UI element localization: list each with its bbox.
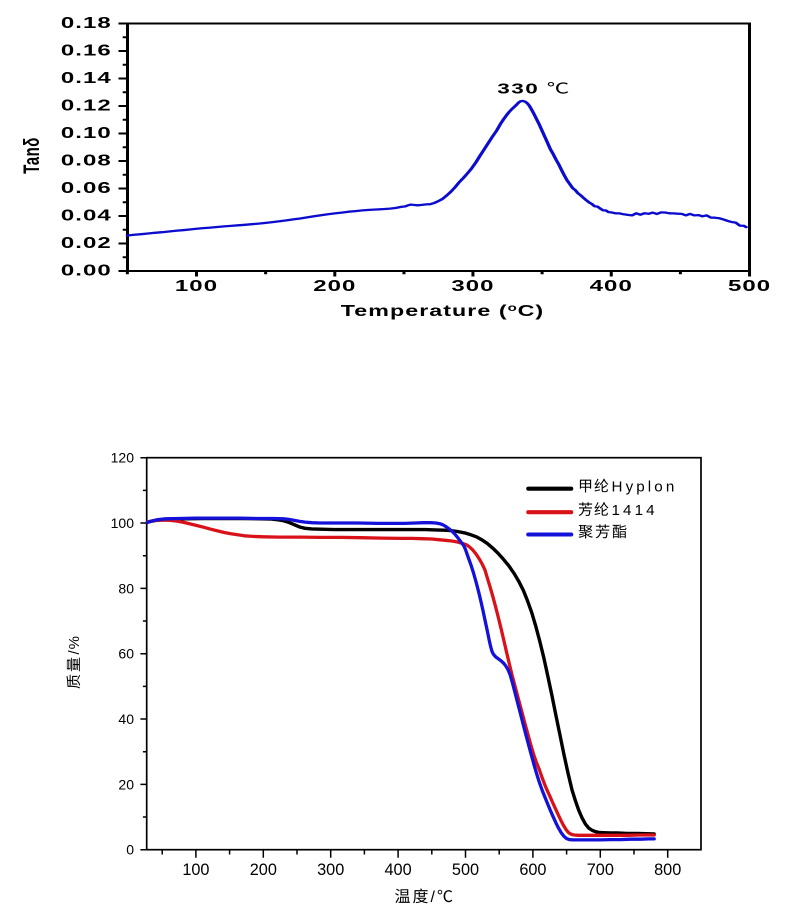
svg-text:200: 200 <box>313 278 356 295</box>
svg-text:20: 20 <box>118 776 134 792</box>
svg-text:700: 700 <box>587 861 614 879</box>
svg-text:400: 400 <box>385 861 412 879</box>
svg-text:300: 300 <box>317 861 344 879</box>
svg-text:40: 40 <box>118 711 134 727</box>
svg-text:400: 400 <box>590 278 633 295</box>
svg-text:0.14: 0.14 <box>61 69 112 86</box>
svg-text:120: 120 <box>111 450 135 466</box>
svg-text:600: 600 <box>519 861 546 879</box>
svg-text:Tanδ: Tanδ <box>20 137 45 174</box>
svg-text:800: 800 <box>654 861 681 879</box>
svg-text:100: 100 <box>175 278 218 295</box>
svg-text:/: / <box>431 889 436 906</box>
svg-text:Temperature (oC): Temperature (oC) <box>341 302 544 320</box>
svg-text:500: 500 <box>452 861 479 879</box>
svg-text:500: 500 <box>728 278 771 295</box>
svg-text:0.08: 0.08 <box>61 152 112 169</box>
svg-text:0.18: 0.18 <box>61 14 112 31</box>
svg-text:100: 100 <box>111 515 135 531</box>
svg-text:0.16: 0.16 <box>61 42 112 59</box>
svg-text:Hyplon: Hyplon <box>612 478 678 495</box>
svg-text:/%: /% <box>66 635 83 655</box>
svg-text:0.06: 0.06 <box>61 179 112 196</box>
svg-text:60: 60 <box>118 646 134 662</box>
svg-text:300: 300 <box>451 278 494 295</box>
svg-text:100: 100 <box>182 861 209 879</box>
svg-text:1414: 1414 <box>612 502 658 519</box>
svg-text:0.12: 0.12 <box>61 97 112 114</box>
svg-text:0.00: 0.00 <box>61 262 112 279</box>
svg-text:0.04: 0.04 <box>61 207 112 224</box>
svg-text:0.02: 0.02 <box>61 234 112 251</box>
svg-text:80: 80 <box>118 580 134 596</box>
svg-text:200: 200 <box>250 861 277 879</box>
svg-text:330: 330 <box>497 81 539 97</box>
svg-text:0.10: 0.10 <box>61 124 112 141</box>
svg-text:0: 0 <box>126 842 134 858</box>
